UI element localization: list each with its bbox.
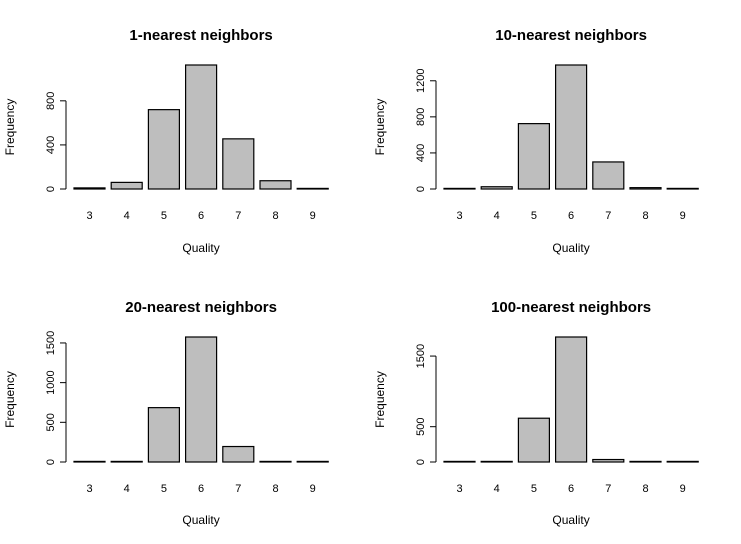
x-tick-label: 7: [235, 483, 241, 495]
bar-5: [517, 417, 551, 463]
x-tick-label: 6: [198, 483, 204, 495]
y-tick-label: 0: [415, 459, 427, 465]
x-tick-label: 7: [605, 483, 611, 495]
bar-5: [517, 123, 551, 190]
chart-title: 10-nearest neighbors: [495, 27, 647, 44]
chart-title: 20-nearest neighbors: [125, 299, 277, 316]
x-tick-label: 7: [235, 210, 241, 222]
y-tick-label: 400: [45, 136, 57, 154]
x-tick-label: 8: [642, 483, 648, 495]
bar-9: [666, 460, 699, 463]
bar-5: [147, 109, 180, 190]
x-axis-label: Quality: [552, 513, 589, 527]
x-tick-label: 3: [456, 483, 462, 495]
x-tick-label: 5: [161, 483, 167, 495]
x-tick-label: 9: [680, 483, 686, 495]
bar-9: [666, 187, 699, 190]
bar-9: [296, 460, 329, 463]
bar-4: [480, 460, 513, 463]
x-tick-label: 4: [494, 210, 500, 222]
bar-4: [480, 186, 513, 190]
bar-6: [554, 64, 588, 190]
bar-7: [592, 458, 625, 463]
y-tick-label: 800: [415, 108, 427, 126]
x-axis-label: Quality: [552, 241, 589, 255]
bar-6: [185, 64, 218, 190]
x-tick-label: 8: [272, 483, 278, 495]
bar-9: [296, 187, 329, 190]
x-tick-label: 7: [605, 210, 611, 222]
y-axis-label: Frequency: [3, 99, 17, 156]
bar-6: [554, 336, 588, 463]
x-tick-label: 9: [310, 483, 316, 495]
y-tick-label: 1200: [415, 69, 427, 93]
x-axis-label: Quality: [182, 241, 219, 255]
y-tick-label: 800: [45, 92, 57, 110]
bar-8: [259, 460, 292, 463]
x-tick-label: 3: [456, 210, 462, 222]
y-axis-label: Frequency: [373, 371, 387, 428]
bar-7: [592, 161, 625, 190]
bar-7: [222, 138, 255, 190]
bar-7: [222, 445, 255, 463]
y-tick-label: 1500: [415, 344, 427, 368]
chart-panel-4: 100-nearest neighbors 3 4 5 6 7 8 9 0 500 1500 Freq…: [373, 299, 699, 527]
y-tick-label: 0: [45, 459, 57, 465]
x-tick-label: 5: [531, 483, 537, 495]
chart-title: 100-nearest neighbors: [491, 299, 651, 316]
x-tick-label: 4: [494, 483, 500, 495]
bar-6: [185, 336, 218, 463]
chart-panel-1: 1-nearest neighbors 3 4 5 6 7 8 9 0 400 800 Frequen…: [3, 27, 329, 255]
bar-3: [443, 187, 476, 190]
bar-3: [73, 460, 106, 463]
y-tick-label: 400: [415, 144, 427, 162]
x-tick-label: 3: [86, 210, 92, 222]
x-tick-label: 8: [272, 210, 278, 222]
x-tick-label: 4: [124, 210, 130, 222]
x-tick-label: 9: [310, 210, 316, 222]
y-tick-label: 0: [415, 186, 427, 192]
x-tick-label: 3: [86, 483, 92, 495]
bar-8: [259, 180, 292, 190]
y-tick-label: 500: [45, 413, 57, 431]
chart-panel-2: 10-nearest neighbors 3 4 5 6 7 8 9 0 400 800 1200 Fr…: [373, 27, 699, 255]
x-tick-label: 6: [198, 210, 204, 222]
y-axis-label: Frequency: [3, 371, 17, 428]
y-tick-label: 1000: [45, 370, 57, 394]
x-tick-label: 5: [161, 210, 167, 222]
bar-8: [629, 187, 662, 190]
x-tick-label: 4: [124, 483, 130, 495]
y-tick-label: 1500: [45, 331, 57, 355]
bar-4: [110, 181, 143, 190]
x-axis-label: Quality: [182, 513, 219, 527]
bar-8: [629, 460, 662, 463]
chart-title: 1-nearest neighbors: [129, 27, 272, 44]
x-tick-label: 8: [642, 210, 648, 222]
y-tick-label: 500: [415, 418, 427, 436]
y-tick-label: 0: [45, 186, 57, 192]
x-tick-label: 6: [568, 210, 574, 222]
chart-panel-3: 20-nearest neighbors 3 4 5 6 7 8 9 0 500 1000 1500 F…: [3, 299, 329, 527]
x-tick-label: 9: [680, 210, 686, 222]
y-axis-label: Frequency: [373, 99, 387, 156]
bar-3: [73, 187, 106, 190]
bar-3: [443, 460, 476, 463]
x-tick-label: 6: [568, 483, 574, 495]
bar-4: [110, 460, 143, 463]
bar-5: [147, 407, 180, 463]
x-tick-label: 5: [531, 210, 537, 222]
